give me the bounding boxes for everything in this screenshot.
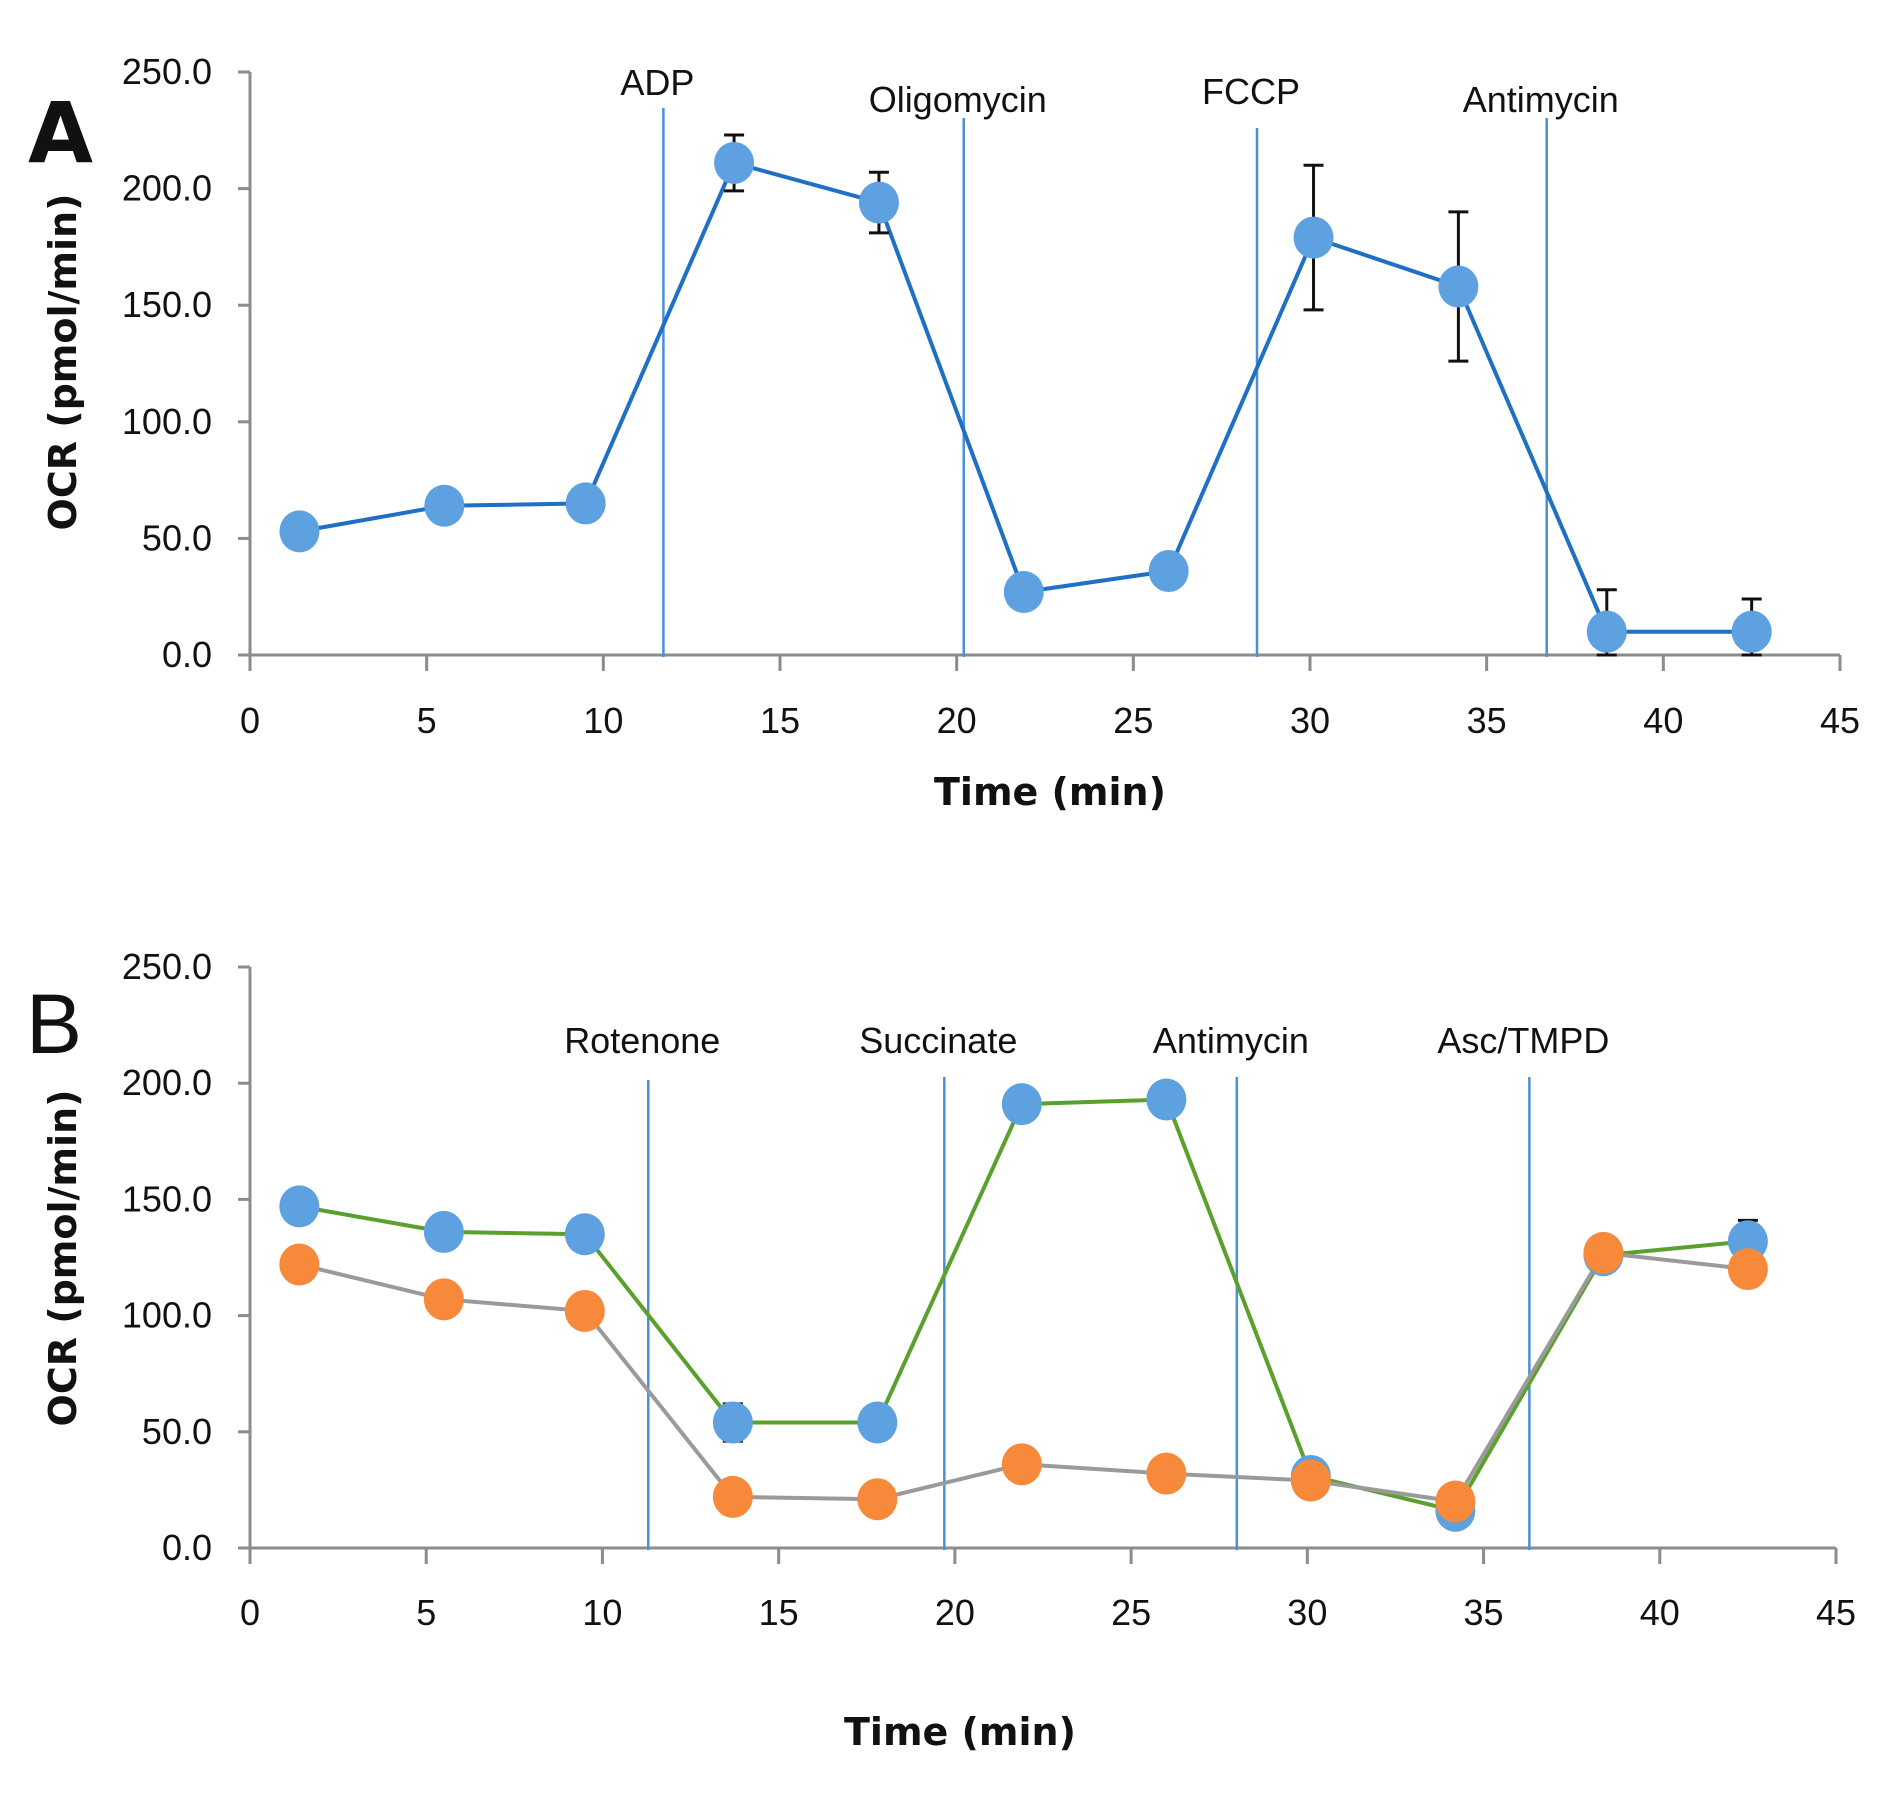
panel-a-x-tick-label: 45	[1820, 700, 1860, 741]
panel-a-x-tick-label: 30	[1290, 700, 1330, 741]
panel-a-y-tick-label: 250.0	[122, 51, 212, 92]
data-point-OCR	[1731, 610, 1772, 653]
series-line-OCR	[299, 160, 1752, 634]
panel-a: A OCR (pmol/min) Time (min) 0.0 50.0 100.0…	[28, 51, 1860, 814]
panel-a-y-tick-label: 150.0	[122, 284, 212, 325]
panel-a-x-tick-label: 5	[417, 700, 437, 741]
data-point-orange-series	[1146, 1452, 1187, 1495]
data-point-OCR	[858, 181, 899, 224]
data-point-OCR	[1293, 216, 1334, 259]
data-point-orange-series	[1727, 1248, 1768, 1291]
treatment-label: Antimycin	[1153, 1020, 1309, 1061]
data-point-blue-series	[857, 1401, 898, 1444]
treatment-label: ADP	[620, 62, 694, 103]
data-point-OCR	[1438, 265, 1479, 308]
data-point-OCR	[279, 510, 320, 553]
data-point-orange-series	[1583, 1231, 1624, 1274]
panel-b-x-tick-label: 5	[416, 1592, 436, 1633]
panel-a-y-axis-title: OCR (pmol/min)	[41, 194, 85, 531]
data-point-orange-series	[279, 1243, 320, 1286]
panel-b-x-axis-title: Time (min)	[844, 1710, 1076, 1754]
panel-a-x-tick-label: 10	[583, 700, 623, 741]
panel-a-x-tick-label: 35	[1467, 700, 1507, 741]
panel-a-plot: 0.0 50.0 100.0 150.0 200.0 250.0 0 5 10 15 20 25 30 3…	[122, 51, 1860, 741]
treatment-label: Oligomycin	[869, 79, 1047, 120]
data-point-orange-series	[857, 1478, 898, 1521]
panel-a-x-axis-title: Time (min)	[934, 770, 1166, 814]
panel-a-x-tick-label: 40	[1643, 700, 1683, 741]
panel-b-y-tick-label: 250.0	[122, 946, 212, 987]
panel-b-y-axis-title: OCR (pmol/min)	[41, 1090, 85, 1427]
panel-a-x-tick-label: 0	[240, 700, 260, 741]
data-point-blue-series	[279, 1185, 320, 1228]
data-point-OCR	[424, 484, 465, 527]
panel-a-y-tick-label: 50.0	[142, 517, 212, 558]
panel-a-y-tick-label: 100.0	[122, 401, 212, 442]
panel-a-x-tick-label: 25	[1113, 700, 1153, 741]
data-point-orange-series	[1001, 1443, 1042, 1486]
panel-b-x-tick-label: 20	[935, 1592, 975, 1633]
data-point-orange-series	[1290, 1459, 1331, 1502]
panel-b-x-tick-label: 15	[759, 1592, 799, 1633]
data-point-blue-series	[1001, 1083, 1042, 1126]
panel-a-y-tick-label: 200.0	[122, 168, 212, 209]
panel-a-x-tick-label: 20	[937, 700, 977, 741]
panel-b-y-tick-label: 150.0	[122, 1178, 212, 1219]
treatment-label: Antimycin	[1463, 79, 1619, 120]
data-point-orange-series	[712, 1475, 753, 1518]
panel-b-x-tick-label: 30	[1287, 1592, 1327, 1633]
panel-a-y-tick-label: 0.0	[162, 634, 212, 675]
data-point-blue-series	[712, 1401, 753, 1444]
treatment-label: Succinate	[859, 1020, 1017, 1061]
data-point-blue-series	[423, 1210, 464, 1253]
data-point-orange-series	[1435, 1480, 1476, 1523]
data-point-OCR	[714, 141, 755, 184]
data-point-orange-series	[564, 1289, 605, 1332]
panel-b-x-tick-label: 45	[1816, 1592, 1856, 1633]
panel-b-x-tick-label: 25	[1111, 1592, 1151, 1633]
panel-b-y-tick-label: 50.0	[142, 1411, 212, 1452]
data-point-OCR	[565, 482, 606, 525]
data-point-OCR	[1003, 571, 1044, 614]
panel-b-plot: 0.0 50.0 100.0 150.0 200.0 250.0 0 5 10 15 20 25 30 3…	[122, 946, 1856, 1633]
panel-b-x-tick-label: 35	[1464, 1592, 1504, 1633]
panel-b-letter: B	[26, 977, 82, 1071]
panel-b: B OCR (pmol/min) Time (min) 0.0 50.0 100.0…	[26, 946, 1856, 1754]
panel-b-x-tick-label: 0	[240, 1592, 260, 1633]
panel-b-y-tick-label: 100.0	[122, 1295, 212, 1336]
panel-b-y-tick-label: 0.0	[162, 1527, 212, 1568]
panel-b-x-tick-label: 40	[1640, 1592, 1680, 1633]
data-point-OCR	[1586, 610, 1627, 653]
panel-a-letter: A	[28, 84, 93, 182]
treatment-label: FCCP	[1202, 71, 1300, 112]
data-point-blue-series	[1146, 1078, 1187, 1121]
data-point-OCR	[1148, 550, 1189, 593]
data-point-orange-series	[423, 1278, 464, 1321]
panel-a-x-tick-label: 15	[760, 700, 800, 741]
panel-b-y-tick-label: 200.0	[122, 1062, 212, 1103]
data-point-blue-series	[564, 1213, 605, 1256]
treatment-label: Rotenone	[564, 1020, 720, 1061]
treatment-label: Asc/TMPD	[1437, 1020, 1609, 1061]
panel-b-x-tick-label: 10	[582, 1592, 622, 1633]
